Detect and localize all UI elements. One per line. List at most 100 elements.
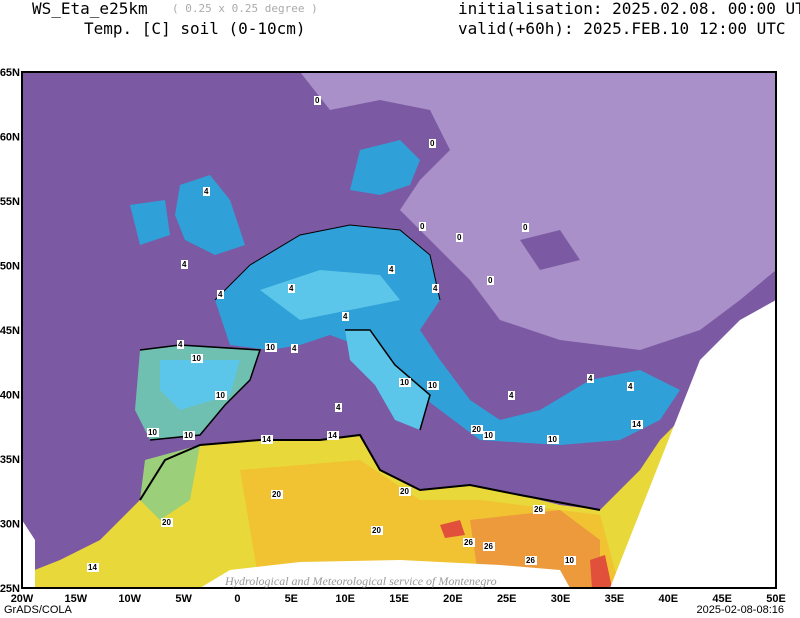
contour-label-bg — [291, 344, 298, 353]
contour-label: 4 — [292, 344, 297, 353]
contour-label: 4 — [433, 284, 438, 293]
grads-credit: GrADS/COLA — [4, 604, 72, 616]
lon-tick-label: 15W — [65, 593, 88, 605]
contour-label: 10 — [216, 391, 225, 400]
contour-label: 4 — [218, 290, 223, 299]
contour-label-bg — [483, 542, 495, 551]
lon-tick-label: 20E — [443, 593, 463, 605]
contour-label: 14 — [88, 563, 97, 572]
contour-label-bg — [432, 284, 439, 293]
contour-label-bg — [627, 382, 634, 391]
lat-tick-label: 65N — [0, 67, 20, 79]
lon-tick-label: 10W — [118, 593, 141, 605]
contour-label-bg — [399, 378, 411, 387]
contour-label: 20 — [162, 518, 171, 527]
contour-label: 4 — [343, 312, 348, 321]
contour-label-bg — [533, 505, 545, 514]
lon-tick-label: 30E — [551, 593, 571, 605]
contour-label: 10 — [148, 428, 157, 437]
contour-label-bg — [161, 518, 173, 527]
lat-tick-label: 30N — [0, 519, 20, 531]
contour-label: 0 — [523, 223, 528, 232]
contour-label: 4 — [336, 403, 341, 412]
contour-label-bg — [471, 425, 483, 434]
contour-label: 10 — [184, 431, 193, 440]
lon-tick-label: 40E — [659, 593, 679, 605]
lat-tick-label: 35N — [0, 454, 20, 466]
contour-label-bg — [371, 526, 383, 535]
contour-label-bg — [547, 435, 559, 444]
contour-label: 14 — [262, 435, 271, 444]
lat-tick-label: 50N — [0, 261, 20, 273]
contour-label: 4 — [588, 374, 593, 383]
contour-label-bg — [271, 490, 283, 499]
contour-label: 4 — [289, 284, 294, 293]
contour-label-bg — [335, 403, 342, 412]
contour-label: 0 — [488, 276, 493, 285]
contour-label-bg — [215, 391, 227, 400]
contour-label: 10 — [400, 378, 409, 387]
contour-label: 4 — [178, 340, 183, 349]
contour-label: 14 — [632, 420, 641, 429]
map-frame — [21, 71, 777, 589]
contour-label: 10 — [548, 435, 557, 444]
lon-tick-label: 50E — [766, 593, 786, 605]
run-timestamp: 2025-02-08-08:16 — [696, 604, 784, 616]
contour-label-bg — [564, 556, 576, 565]
contour-label-bg — [487, 276, 494, 285]
contour-label-bg — [217, 290, 224, 299]
contour-label: 20 — [400, 487, 409, 496]
lon-tick-label: 5W — [175, 593, 192, 605]
lat-tick-label: 25N — [0, 583, 20, 595]
contour-label: 4 — [182, 260, 187, 269]
lat-tick-label: 55N — [0, 196, 20, 208]
contour-label: 10 — [565, 556, 574, 565]
contour-label-bg — [456, 233, 463, 242]
contour-label: 0 — [315, 96, 320, 105]
lon-tick-label: 0 — [234, 593, 240, 605]
contour-label: 26 — [484, 542, 493, 551]
contour-label: 0 — [420, 222, 425, 231]
contour-label-bg — [314, 96, 321, 105]
model-name: WS_Eta_e25km — [32, 0, 148, 18]
valid-time: valid(+60h): 2025.FEB.10 12:00 UTC — [458, 19, 786, 38]
contour-label-bg — [522, 223, 529, 232]
contour-label: 20 — [372, 526, 381, 535]
grid-resolution: ( 0.25 x 0.25 degree ) — [172, 2, 318, 15]
contour-label: 4 — [389, 265, 394, 274]
contour-label-bg — [429, 139, 436, 148]
contour-label-bg — [419, 222, 426, 231]
contour-label-bg — [427, 381, 439, 390]
contour-label-bg — [261, 435, 273, 444]
contour-label: 26 — [534, 505, 543, 514]
contour-label-bg — [388, 265, 395, 274]
contour-label-bg — [288, 284, 295, 293]
map-field — [22, 72, 776, 588]
lon-tick-label: 35E — [605, 593, 625, 605]
contour-label-bg — [203, 187, 210, 196]
contour-label-bg — [463, 538, 475, 547]
contour-label-bg — [399, 487, 411, 496]
contour-label-bg — [342, 312, 349, 321]
contour-label: 10 — [428, 381, 437, 390]
contour-label: 10 — [484, 431, 493, 440]
contour-label: 14 — [328, 431, 337, 440]
contour-label: 4 — [509, 391, 514, 400]
contour-label-bg — [191, 354, 203, 363]
initialisation-time: initialisation: 2025.02.08. 00:00 UTC — [458, 0, 800, 18]
variable-title: Temp. [C] soil (0-10cm) — [84, 19, 306, 38]
contour-label: 26 — [526, 556, 535, 565]
contour-labels: 0 0 0 0 0 0 4 4 4 4 4 4 4 4 4 4 4 4 4 10 10 10 10 10 10 10 10 10 14 1… — [87, 96, 643, 572]
contour-label-bg — [327, 431, 339, 440]
contour-label: 10 — [192, 354, 201, 363]
contour-label: 26 — [464, 538, 473, 547]
lon-tick-label: 45E — [712, 593, 732, 605]
contour-label-bg — [587, 374, 594, 383]
lon-tick-label: 25E — [497, 593, 517, 605]
axis-labels: 20W 15W 10W 5W 0 5E 10E 15E 20E 25E 30E 35E 40E 45E 50… — [0, 67, 786, 605]
lat-tick-label: 60N — [0, 132, 20, 144]
contour-label: 20 — [272, 490, 281, 499]
lat-tick-label: 40N — [0, 390, 20, 402]
contour-label-bg — [183, 431, 195, 440]
